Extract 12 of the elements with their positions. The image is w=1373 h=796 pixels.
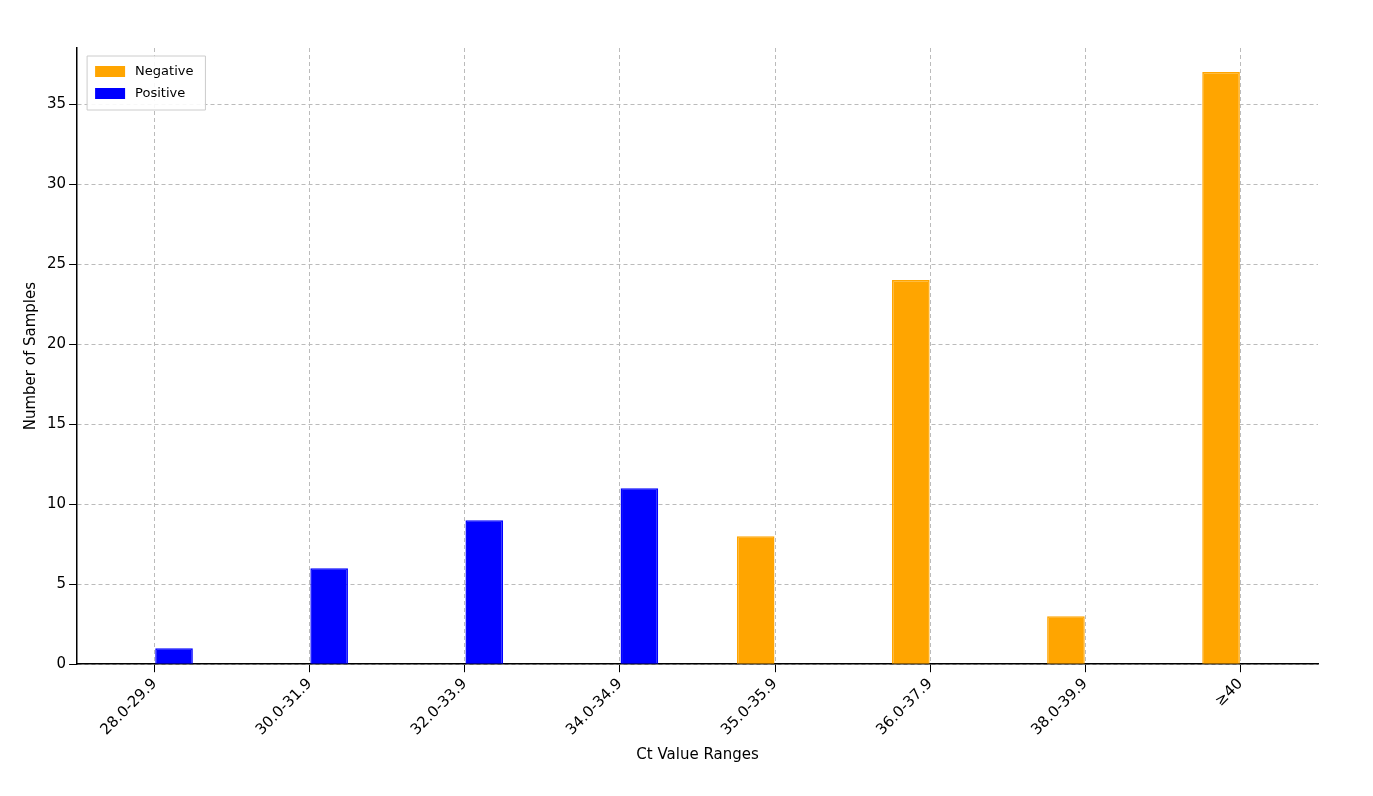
- y-axis-title: Number of Samples: [20, 281, 39, 431]
- y-tick-label: 0: [56, 654, 67, 673]
- legend-label: Negative: [135, 63, 194, 79]
- y-tick-label: 25: [46, 253, 67, 272]
- x-axis-title: Ct Value Ranges: [636, 744, 759, 763]
- y-tick-label: 5: [56, 574, 67, 593]
- y-tick-label: 20: [46, 333, 67, 352]
- legend-label: Positive: [135, 85, 186, 101]
- y-tick-label: 35: [46, 93, 67, 112]
- y-tick-label: 10: [46, 494, 67, 513]
- y-tick-label: 15: [46, 414, 67, 433]
- y-tick-label: 30: [46, 173, 67, 192]
